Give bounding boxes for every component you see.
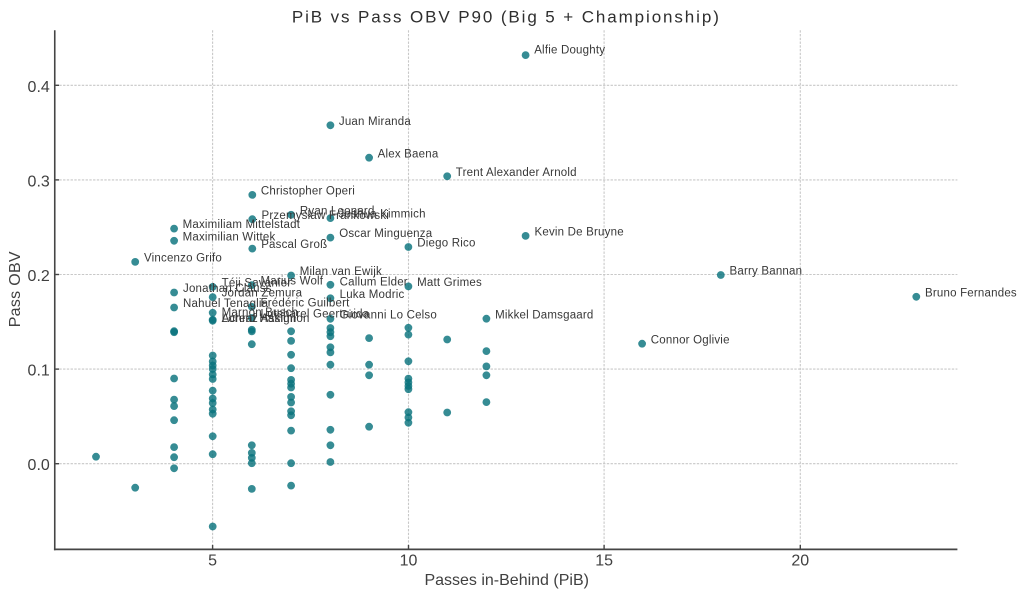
svg-text:Frédéric Guilbert: Frédéric Guilbert [261,297,351,309]
svg-text:Oscar Minguenza: Oscar Minguenza [339,228,433,240]
svg-text:Bruno Fernandes: Bruno Fernandes [925,287,1017,299]
svg-text:0.3: 0.3 [28,173,50,190]
svg-text:Trent Alexander Arnold: Trent Alexander Arnold [456,167,577,179]
svg-text:Matt Grimes: Matt Grimes [417,277,482,289]
svg-text:Mikkel Damsgaard: Mikkel Damsgaard [495,309,593,321]
svg-text:Kevin De Bruyne: Kevin De Bruyne [535,227,624,239]
svg-text:0.0: 0.0 [28,457,50,474]
svg-text:Connor Oglivie: Connor Oglivie [651,334,730,346]
svg-text:Lorenz Assignon: Lorenz Assignon [222,313,310,325]
svg-text:Vincenzo Grifo: Vincenzo Grifo [144,253,222,265]
svg-text:0.1: 0.1 [28,363,50,380]
svg-text:0.4: 0.4 [28,79,50,96]
svg-text:Marnon Busch: Marnon Busch [222,307,299,319]
svg-text:Diego Rico: Diego Rico [417,238,475,250]
svg-text:Luka Modric: Luka Modric [340,289,405,301]
svg-text:Ryan Leonard: Ryan Leonard [300,205,375,217]
svg-text:10: 10 [400,553,418,570]
svg-text:Pass OBV: Pass OBV [7,251,24,327]
svg-text:0.2: 0.2 [28,268,50,285]
svg-text:20: 20 [791,553,809,570]
svg-text:Alex Baena: Alex Baena [378,148,439,160]
svg-text:Maximilian Wittek: Maximilian Wittek [183,231,276,243]
svg-text:Nahuel Tenaglia: Nahuel Tenaglia [183,298,269,310]
svg-text:5: 5 [208,553,217,570]
svg-text:Jonathan Clauss: Jonathan Clauss [183,283,272,295]
svg-text:Maximiliam Mittelstadt: Maximiliam Mittelstadt [183,219,301,231]
svg-text:Milan van Ewijk: Milan van Ewijk [300,266,382,278]
svg-text:Jordan Zemura: Jordan Zemura [222,288,303,300]
svg-text:Lutsharel Geertruida: Lutsharel Geertruida [261,309,370,321]
svg-text:Téji Savanier: Téji Savanier [222,278,292,290]
svg-text:Giovanni Lo Celso: Giovanni Lo Celso [340,309,437,321]
svg-text:Pascal Groß: Pascal Groß [261,239,327,251]
svg-text:Przemysław Frankowski: Przemysław Frankowski [262,210,390,222]
svg-text:PiB vs Pass OBV P90 (Big 5 + C: PiB vs Pass OBV P90 (Big 5 + Championshi… [292,8,721,27]
svg-text:Passes in-Behind (PiB): Passes in-Behind (PiB) [424,572,589,589]
svg-text:Alfie Doughty: Alfie Doughty [534,45,605,57]
svg-text:Christopher Operi: Christopher Operi [261,186,355,198]
svg-text:15: 15 [595,553,613,570]
svg-text:Joshua Kimmich: Joshua Kimmich [339,209,426,221]
svg-text:Juan Miranda: Juan Miranda [339,116,411,128]
svg-text:Callum Elder: Callum Elder [340,276,408,288]
svg-text:Achraf Hakimi: Achraf Hakimi [222,313,296,325]
svg-text:Marius Wolf: Marius Wolf [261,276,324,288]
svg-text:Barry Bannan: Barry Bannan [730,266,803,278]
